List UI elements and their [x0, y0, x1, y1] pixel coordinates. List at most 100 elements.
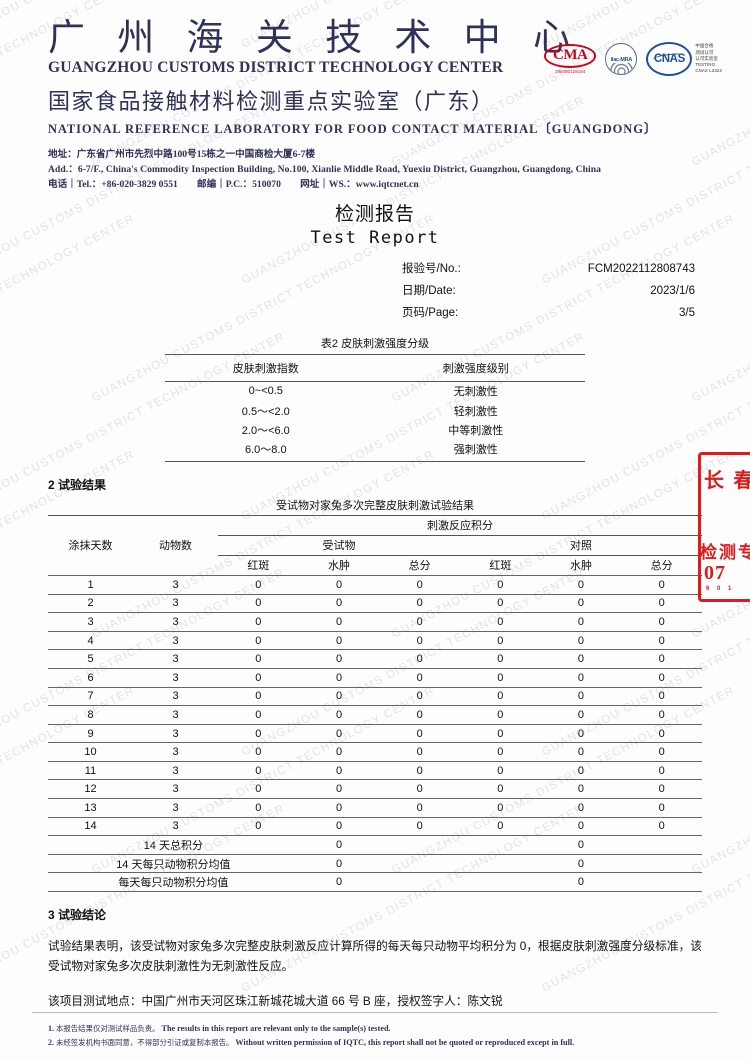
cell-erythema-control: 0 [460, 594, 541, 614]
footer-note-2: 2. 未经签发机构书面同意，不得部分引证或复制本报告。 Without writ… [48, 1036, 718, 1050]
col-header-erythema-control: 红斑 [489, 560, 512, 573]
cell-erythema-test: 0 [218, 724, 299, 744]
table-row: 14 3 0 0 0 0 0 0 [48, 817, 702, 837]
cnas-accreditation-text: 中国合格 测试认可 认可实验室 TESTING CNAS L2322 [695, 43, 722, 74]
summary-spacer-2 [621, 854, 702, 874]
table-row: 6.0～8.0 强刺激性 [165, 439, 585, 462]
summary-spacer [379, 872, 541, 893]
cell-erythema-control: 0 [460, 798, 541, 818]
conclusion-paragraph-2: 该项目测试地点：中国广州市天河区珠江新城花城大道 66 号 B 座，授权签字人：… [48, 995, 503, 1009]
section-3-heading: 3 试验结论 [48, 908, 107, 923]
cell-edema-control: 0 [540, 779, 622, 800]
cell-edema-control: 0 [540, 631, 622, 651]
cell-edema-control: 0 [540, 574, 622, 595]
table-row: 10 3 0 0 0 0 0 0 [48, 742, 702, 762]
cnas-label: CNAS [646, 42, 693, 76]
cell-edema-control: 0 [540, 594, 622, 614]
letterhead: 广 州 海 关 技 术 中 心 GUANGZHOU CUSTOMS DISTRI… [0, 0, 750, 193]
col-header-control: 对照 [460, 535, 702, 556]
table-row: 13 3 0 0 0 0 0 0 [48, 798, 702, 818]
cell-erythema-test: 0 [218, 761, 299, 781]
cma-logo-icon: CMA 195000128164 [544, 43, 597, 74]
cell-total-test: 0 [379, 594, 460, 614]
classification-table: 皮肤刺激指数 刺激强度级别 0~<0.5 无刺激性 0.5～<2.0 轻刺激性 2.0～… [165, 353, 585, 462]
conclusion-paragraph-1: 试验结果表明，该受试物对家兔多次完整皮肤刺激反应计算所得的每天每只动物平均积分为… [48, 940, 702, 974]
cell-day: 4 [48, 631, 134, 651]
cell-total-control: 0 [621, 687, 702, 707]
cell-edema-control: 0 [540, 798, 622, 818]
cell-erythema-control: 0 [460, 687, 541, 707]
lab-name-en: NATIONAL REFERENCE LABORATORY FOR FOOD C… [48, 121, 658, 136]
cell-total-test: 0 [379, 817, 460, 837]
address-block: 地址：广东省广州市先烈中路100号15栋之一中国商检大厦6-7楼 Add.：6-… [32, 148, 718, 193]
col-header-test-substance: 受试物 [218, 535, 460, 556]
cell-total-test: 0 [379, 761, 460, 781]
cell-edema-control: 0 [540, 612, 622, 632]
cell-edema-test: 0 [298, 594, 380, 614]
col-header-total-test: 总分 [408, 560, 431, 573]
cell-total-control: 0 [621, 612, 702, 632]
cnas-text-line: 测试认可 [695, 49, 714, 55]
table-summary-row: 14 天每只动物积分均值 0 0 [48, 854, 702, 874]
cell-edema-test: 0 [298, 724, 380, 744]
lab-name-cn: 国家食品接触材料检测重点实验室（广东） [48, 88, 495, 114]
cell-erythema-control: 0 [460, 705, 541, 725]
meta-value: 3/5 [679, 307, 695, 320]
cell-total-control: 0 [621, 798, 702, 818]
footer-note-2-number: 2. [48, 1038, 54, 1048]
cell-erythema-control: 0 [460, 742, 541, 762]
cell-total-control: 0 [621, 817, 702, 837]
cell-erythema-control: 0 [460, 779, 541, 800]
table-row: 12 3 0 0 0 0 0 0 [48, 779, 702, 800]
cell-irritation-grade: 中等刺激性 [448, 424, 504, 437]
cell-erythema-test: 0 [218, 649, 299, 669]
classification-table-caption: 表2 皮肤刺激强度分级 [320, 337, 430, 350]
cell-erythema-test: 0 [218, 742, 299, 762]
section-2-heading: 2 试验结果 [48, 477, 107, 492]
cell-edema-test: 0 [298, 574, 380, 595]
summary-value-control: 0 [540, 854, 622, 874]
cell-total-test: 0 [379, 705, 460, 725]
meta-value: 2023/1/6 [650, 284, 695, 297]
cell-day: 2 [48, 594, 134, 614]
cell-total-control: 0 [621, 705, 702, 725]
footer-note-2-cn: 未经签发机构书面同意，不得部分引证或复制本报告。 [56, 1038, 234, 1048]
cell-total-test: 0 [379, 631, 460, 651]
cell-irritation-grade: 强刺激性 [366, 439, 585, 462]
summary-spacer [379, 854, 541, 874]
report-title-cn: 检测报告 [334, 203, 415, 225]
cell-erythema-control: 0 [460, 649, 541, 669]
footer-note-1-number: 1. [48, 1024, 54, 1033]
meta-label: 日期/Date: [402, 284, 456, 297]
cell-erythema-test: 0 [218, 817, 299, 837]
table-summary-row: 14 天总积分 0 0 [48, 835, 702, 855]
table-header-row-group: 涂抹天数 动物数 刺激反应积分 [48, 514, 702, 576]
cell-erythema-control: 0 [460, 817, 541, 837]
summary-label: 每天每只动物积分均值 [48, 872, 299, 893]
cell-edema-test: 0 [298, 817, 380, 837]
summary-value-control: 0 [540, 872, 622, 893]
cell-total-control: 0 [621, 574, 702, 595]
cell-erythema-test: 0 [218, 574, 299, 595]
cell-erythema-test: 0 [218, 779, 299, 800]
summary-value-control: 0 [540, 835, 622, 855]
summary-value-test: 0 [298, 872, 380, 893]
results-table-wrap: 受试物对家兔多次完整皮肤刺激试验结果 涂抹天数 动物数 刺激反应积分 受试物 对… [48, 497, 702, 893]
address-en: Add.：6-7/F., China's Commodity Inspectio… [48, 163, 601, 175]
cell-irritation-index: 0~<0.5 [248, 385, 283, 398]
meta-label: 页码/Page: [402, 307, 459, 320]
cell-animal-count: 3 [133, 779, 219, 800]
cell-total-test: 0 [379, 742, 460, 762]
cell-edema-control: 0 [540, 649, 622, 669]
cell-total-test: 0 [379, 649, 460, 669]
cell-edema-control: 0 [540, 705, 622, 725]
cell-total-test: 0 [379, 687, 460, 707]
col-header-edema-test: 水肿 [328, 560, 351, 573]
cell-animal-count: 3 [133, 649, 219, 669]
